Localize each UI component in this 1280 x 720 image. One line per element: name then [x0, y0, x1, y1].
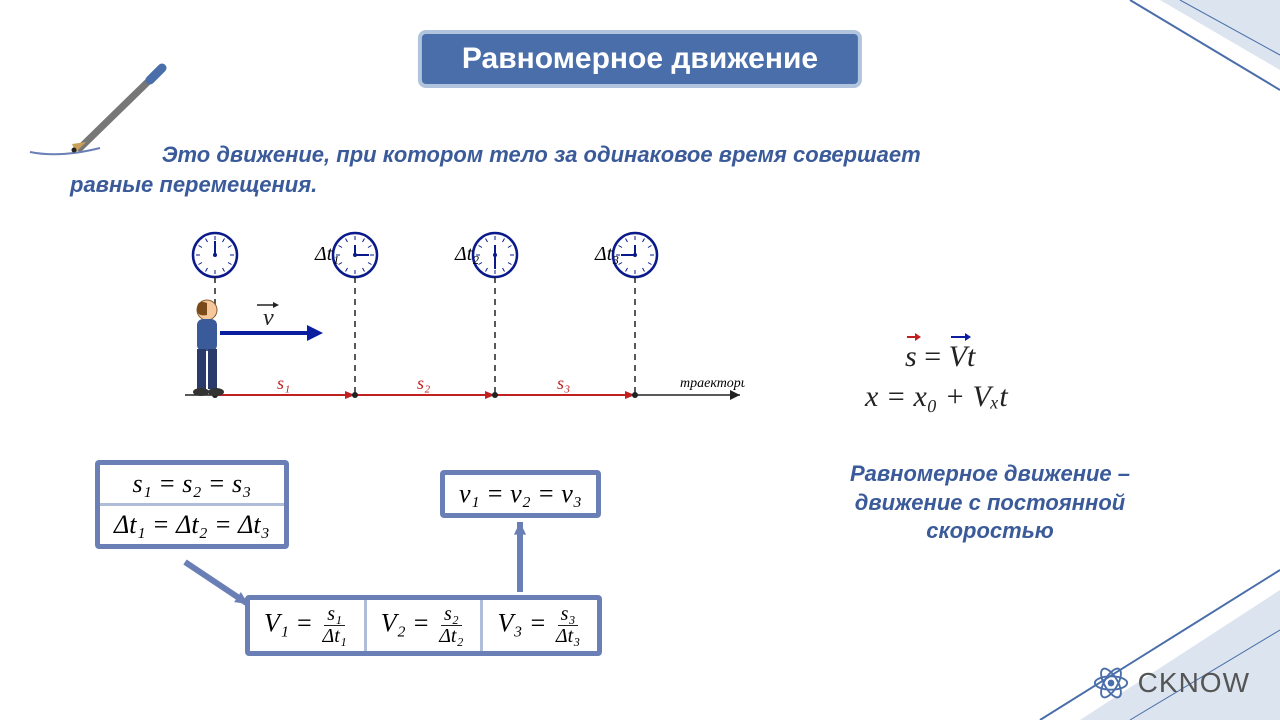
indent — [70, 142, 162, 167]
vec-v: V — [949, 340, 967, 374]
equal-intervals-box: s₁ = s₂ = s₃ Δt₁ = Δt₂ = Δt₃ — [95, 460, 289, 549]
brand-logo: CKNOW — [1092, 664, 1250, 702]
definition-text: Это движение, при котором тело за одинак… — [70, 140, 970, 199]
formula-s-vt: s = Vt — [905, 340, 1008, 374]
s-equal: s₁ = s₂ = s₃ — [100, 465, 284, 503]
main-formulas: s = Vt x = x₀ + Vₓt — [865, 340, 1008, 414]
svg-text:v: v — [263, 305, 274, 331]
equal-velocities-box: v₁ = v₂ = v₃ — [440, 470, 601, 518]
svg-text:Δt₂: Δt₂ — [454, 243, 479, 265]
svg-text:Δt₁: Δt₁ — [314, 243, 339, 265]
svg-text:s₂: s₂ — [417, 373, 430, 393]
svg-text:s₃: s₃ — [557, 373, 570, 393]
dt-equal: Δt₁ = Δt₂ = Δt₃ — [100, 503, 284, 544]
vec-s: s — [905, 340, 917, 374]
velocity-definitions-box: V₁ = s₁Δt₁V₂ = s₂Δt₂V₃ = s₃Δt₃ — [245, 595, 602, 656]
atom-icon — [1092, 664, 1130, 702]
motion-diagram: траектория Δt₁ s₁ Δt₂ s₂ Δt₃ s₃ v — [185, 225, 745, 425]
formula-x: x = x₀ + Vₓt — [865, 380, 1008, 414]
eq-sign: = — [917, 340, 949, 373]
logo-text: CKNOW — [1138, 667, 1250, 699]
page-title: Равномерное движение — [418, 30, 862, 88]
definition-content: Это движение, при котором тело за одинак… — [70, 142, 921, 197]
constant-speed-note: Равномерное движение – движение с постоя… — [830, 460, 1150, 546]
svg-text:s₁: s₁ — [277, 373, 290, 393]
svg-text:траектория: траектория — [680, 376, 745, 391]
corner-top-right — [1100, 0, 1280, 100]
svg-text:Δt₃: Δt₃ — [594, 243, 619, 265]
t-var: t — [967, 340, 975, 373]
v-equal: v₁ = v₂ = v₃ — [445, 475, 596, 513]
